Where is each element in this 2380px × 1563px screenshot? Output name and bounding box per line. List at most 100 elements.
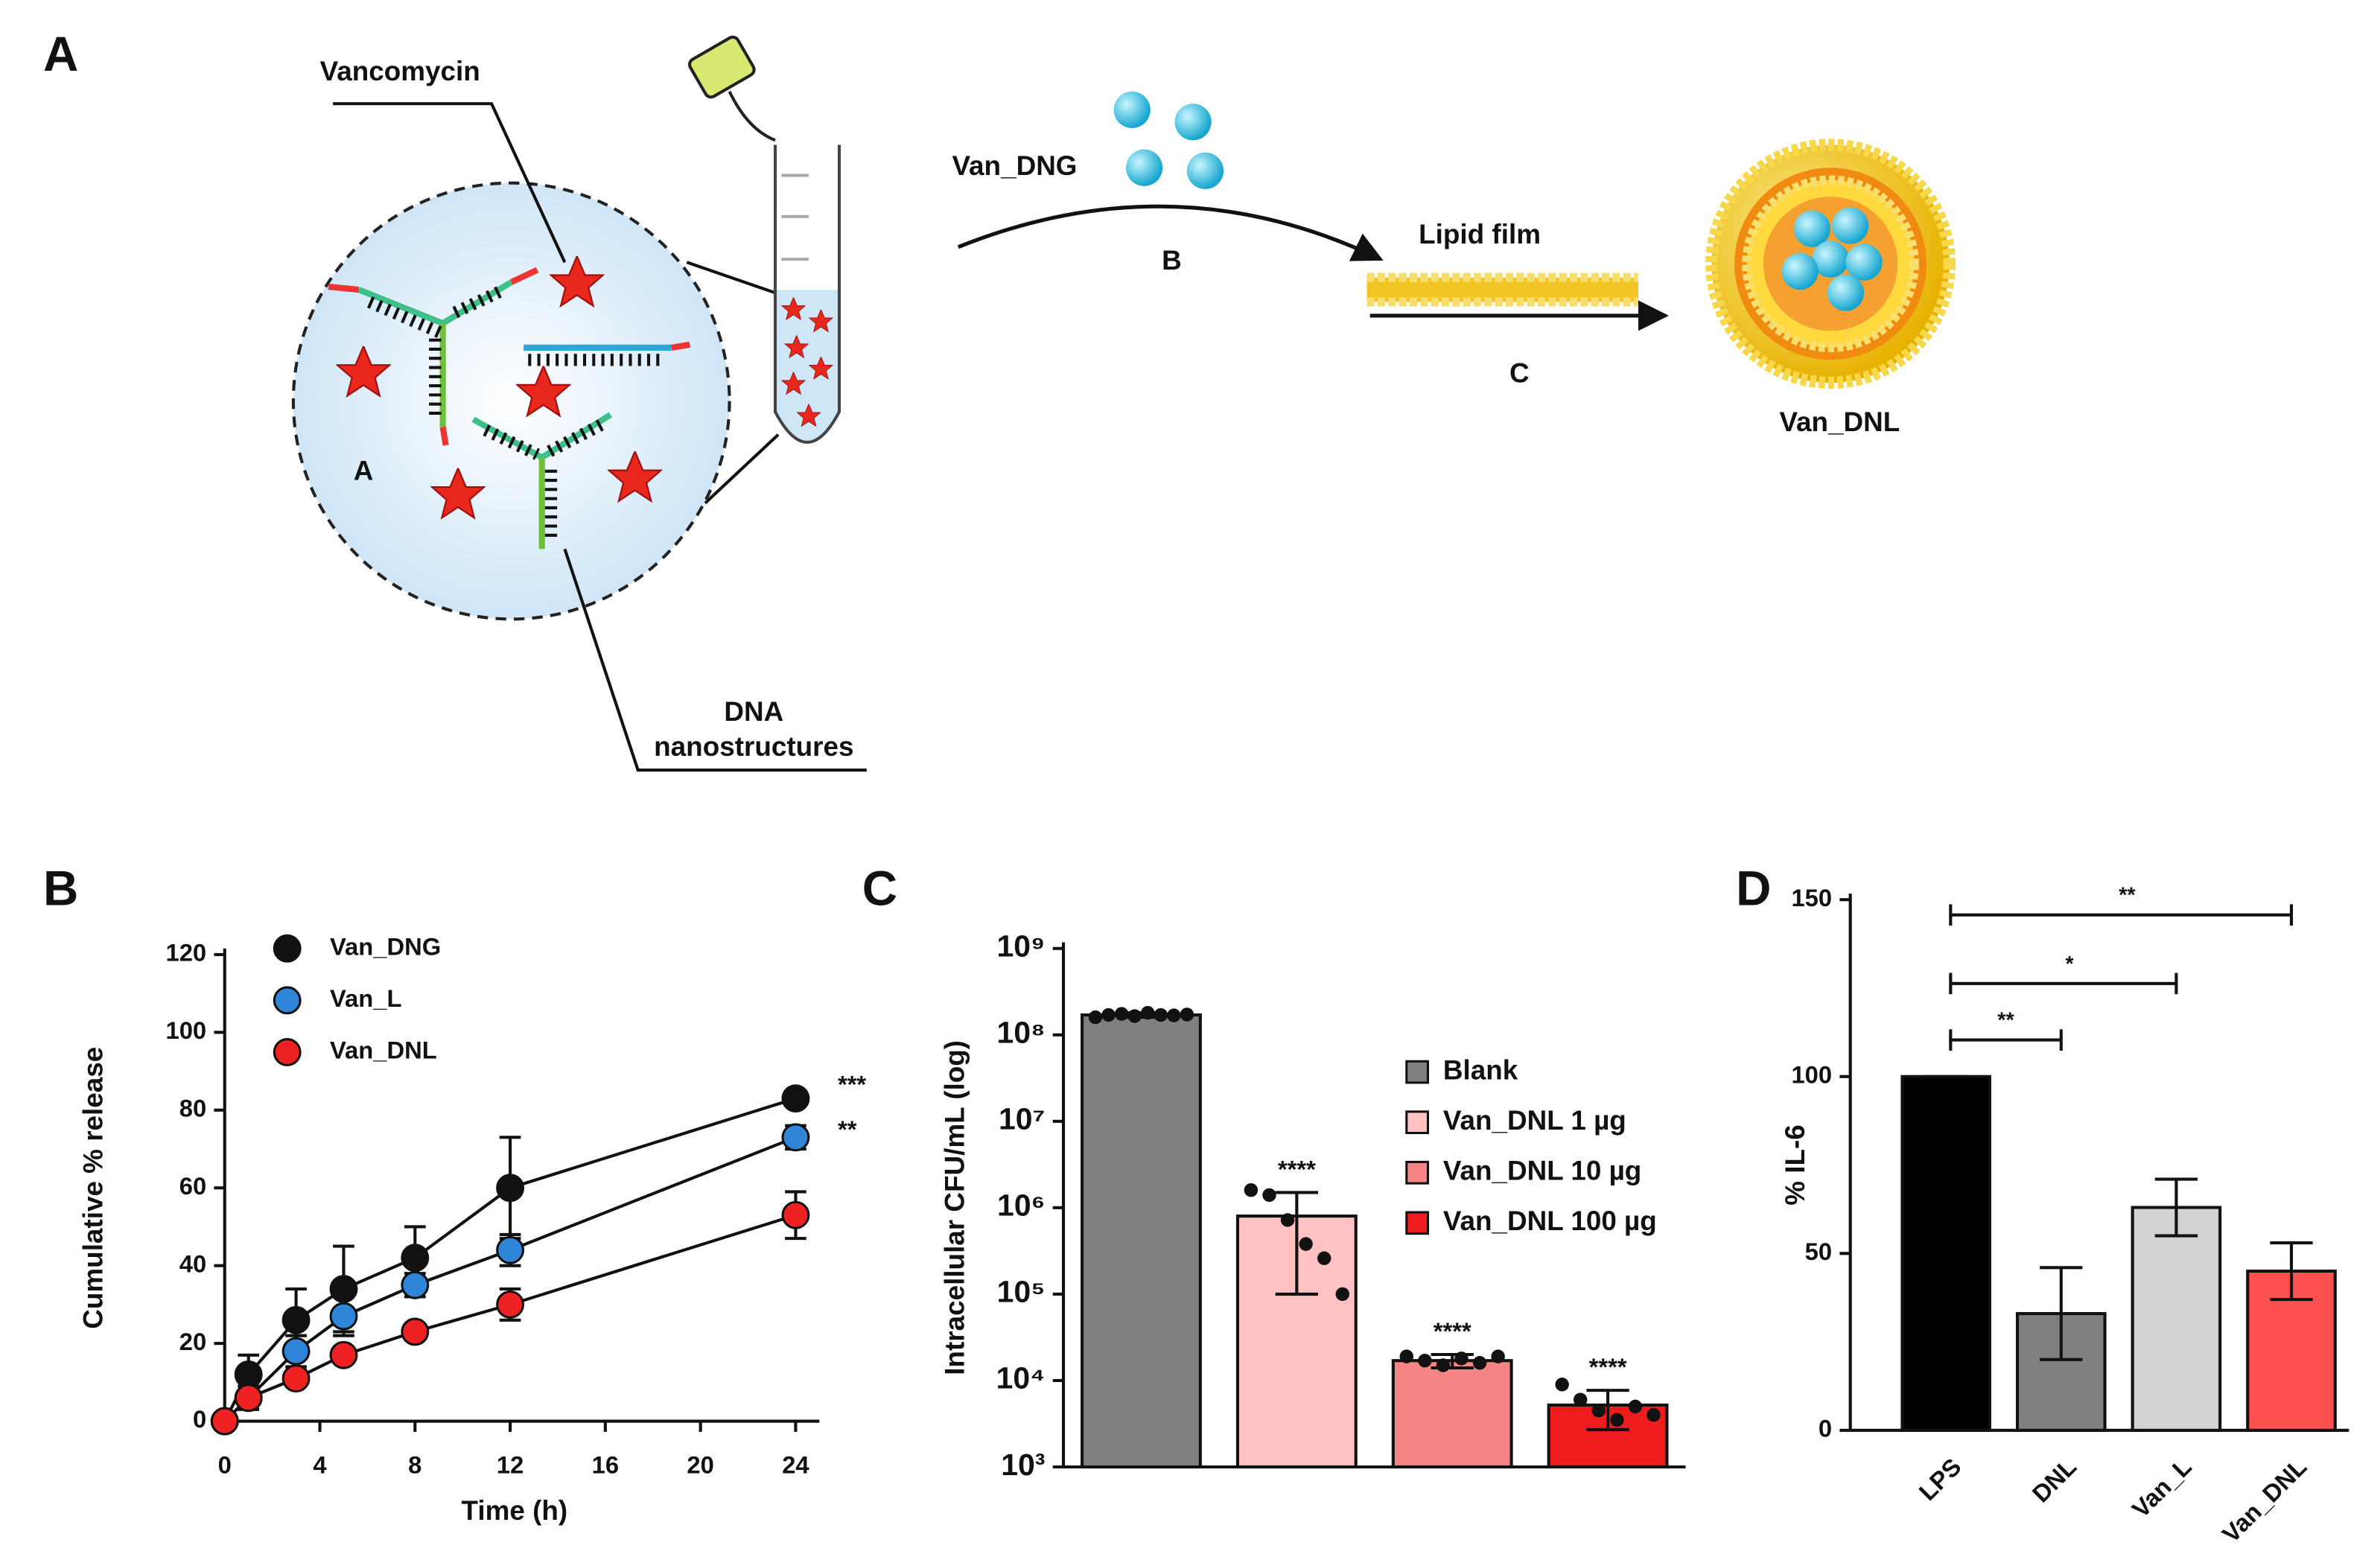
significance: ****: [1278, 1155, 1316, 1182]
data-point: [329, 1340, 358, 1369]
y-tick-label: 120: [166, 939, 207, 967]
legend-label: Van_DNG: [330, 932, 441, 960]
label: C: [1509, 357, 1530, 388]
label: nanostructures: [654, 731, 853, 762]
label: Van_DNL: [1779, 407, 1900, 437]
y-tick-label: 20: [179, 1328, 206, 1355]
error-bar: [1586, 1389, 1629, 1431]
label: Vancomycin: [320, 56, 480, 86]
y-tick-label: 0: [1819, 1414, 1832, 1442]
replicate-point: [1472, 1356, 1487, 1370]
replicate-point: [1555, 1378, 1569, 1392]
data-point: [781, 1200, 810, 1229]
label: A: [354, 456, 374, 486]
legend-marker: [1405, 1211, 1429, 1235]
y-tick-label: 150: [1791, 884, 1832, 911]
x-tick-label: 8: [408, 1451, 421, 1479]
significance: **: [2119, 884, 2136, 908]
data-point: [401, 1270, 430, 1299]
tube-hinge: [728, 90, 776, 142]
x-tick-label: LPS: [1913, 1453, 1966, 1506]
nanogel: [1827, 274, 1865, 311]
error-bar: [1275, 1191, 1319, 1296]
x-tick-label: 0: [218, 1451, 232, 1479]
replicate-point: [1280, 1213, 1295, 1227]
nanogel: [1845, 243, 1883, 281]
y-tick-label: 100: [166, 1016, 207, 1044]
tube-marks: [781, 174, 809, 261]
data-point: [781, 1123, 810, 1152]
y-tick-label: 10⁵: [997, 1275, 1046, 1309]
nanogel: [1186, 152, 1224, 189]
error-bar: [2040, 1266, 2083, 1361]
replicate-point: [1262, 1188, 1276, 1203]
legend-marker: [273, 934, 302, 963]
replicate-point: [1114, 1007, 1129, 1021]
x-axis-label: Time (h): [461, 1495, 567, 1526]
encapsulated-nanogels: [1781, 207, 1883, 311]
replicate-point: [1399, 1349, 1414, 1363]
data-point: [496, 1290, 525, 1319]
y-tick-label: 10⁶: [997, 1188, 1045, 1223]
significance: ***: [838, 1070, 866, 1098]
legend-marker: [273, 1038, 302, 1066]
zoom-line: [686, 261, 776, 295]
data-point: [496, 1235, 525, 1264]
x-tick-label: DNL: [2027, 1453, 2082, 1508]
replicate-point: [1317, 1251, 1331, 1265]
bar: [1900, 1075, 1991, 1432]
legend-marker: [273, 986, 302, 1015]
replicate-point: [1299, 1237, 1313, 1251]
replicate-point: [1418, 1353, 1432, 1368]
legend-label: Van_DNL 100 µg: [1443, 1206, 1657, 1236]
data-point: [281, 1305, 311, 1334]
y-tick-label: 50: [1805, 1238, 1832, 1265]
replicate-point: [1101, 1007, 1116, 1022]
leader-line: [563, 548, 867, 772]
replicate-point: [1167, 1008, 1181, 1022]
bar: [1081, 1013, 1202, 1469]
replicate-point: [1436, 1358, 1451, 1372]
legend-marker: [1405, 1110, 1429, 1135]
replicate-point: [1127, 1009, 1142, 1023]
data-point: [281, 1364, 311, 1393]
data-point: [234, 1384, 263, 1413]
x-tick-label: Van_DNL: [2217, 1453, 2312, 1548]
y-tick-label: 60: [179, 1172, 206, 1200]
label: DNA: [724, 696, 783, 727]
nanogel: [1812, 241, 1849, 278]
significance: **: [1997, 1009, 2014, 1033]
significance: ****: [1589, 1353, 1627, 1381]
y-tick-label: 10⁸: [997, 1016, 1046, 1050]
nanogel: [1781, 252, 1819, 290]
significance: ****: [1434, 1317, 1471, 1345]
y-axis-label: Intracellular CFU/mL (log): [939, 1040, 970, 1375]
y-tick-label: 100: [1791, 1060, 1832, 1088]
legend-marker: [1405, 1160, 1429, 1185]
replicate-point: [1454, 1352, 1469, 1366]
liposome-heads: [1705, 139, 1956, 389]
data-point: [210, 1407, 239, 1436]
legend-label: Van_DNL: [330, 1037, 437, 1064]
data-point: [781, 1084, 810, 1113]
data-point: [401, 1244, 430, 1273]
data-point: [234, 1360, 263, 1389]
tube-cap: [688, 35, 756, 99]
replicate-point: [1610, 1413, 1624, 1427]
x-tick-label: 20: [687, 1451, 713, 1479]
x-tick-label: 12: [497, 1451, 524, 1479]
y-axis-label: % IL-6: [1780, 1124, 1810, 1206]
legend-label: Van_DNL 1 µg: [1443, 1105, 1626, 1136]
tube: [773, 144, 841, 444]
arrow: [957, 204, 1384, 261]
nanogel: [1125, 149, 1163, 186]
lipid-heads: [1366, 273, 1639, 307]
replicate-point: [1491, 1349, 1505, 1363]
label: Van_DNG: [952, 150, 1078, 181]
y-axis-label: Cumulative % release: [77, 1047, 108, 1329]
legend-label: Van_DNL 10 µg: [1443, 1155, 1641, 1185]
significance-bracket: [1949, 904, 2294, 926]
schematic: Vancomycin A DNA nanostructures Van_DNG …: [291, 35, 1956, 772]
nanogel: [1174, 104, 1212, 141]
